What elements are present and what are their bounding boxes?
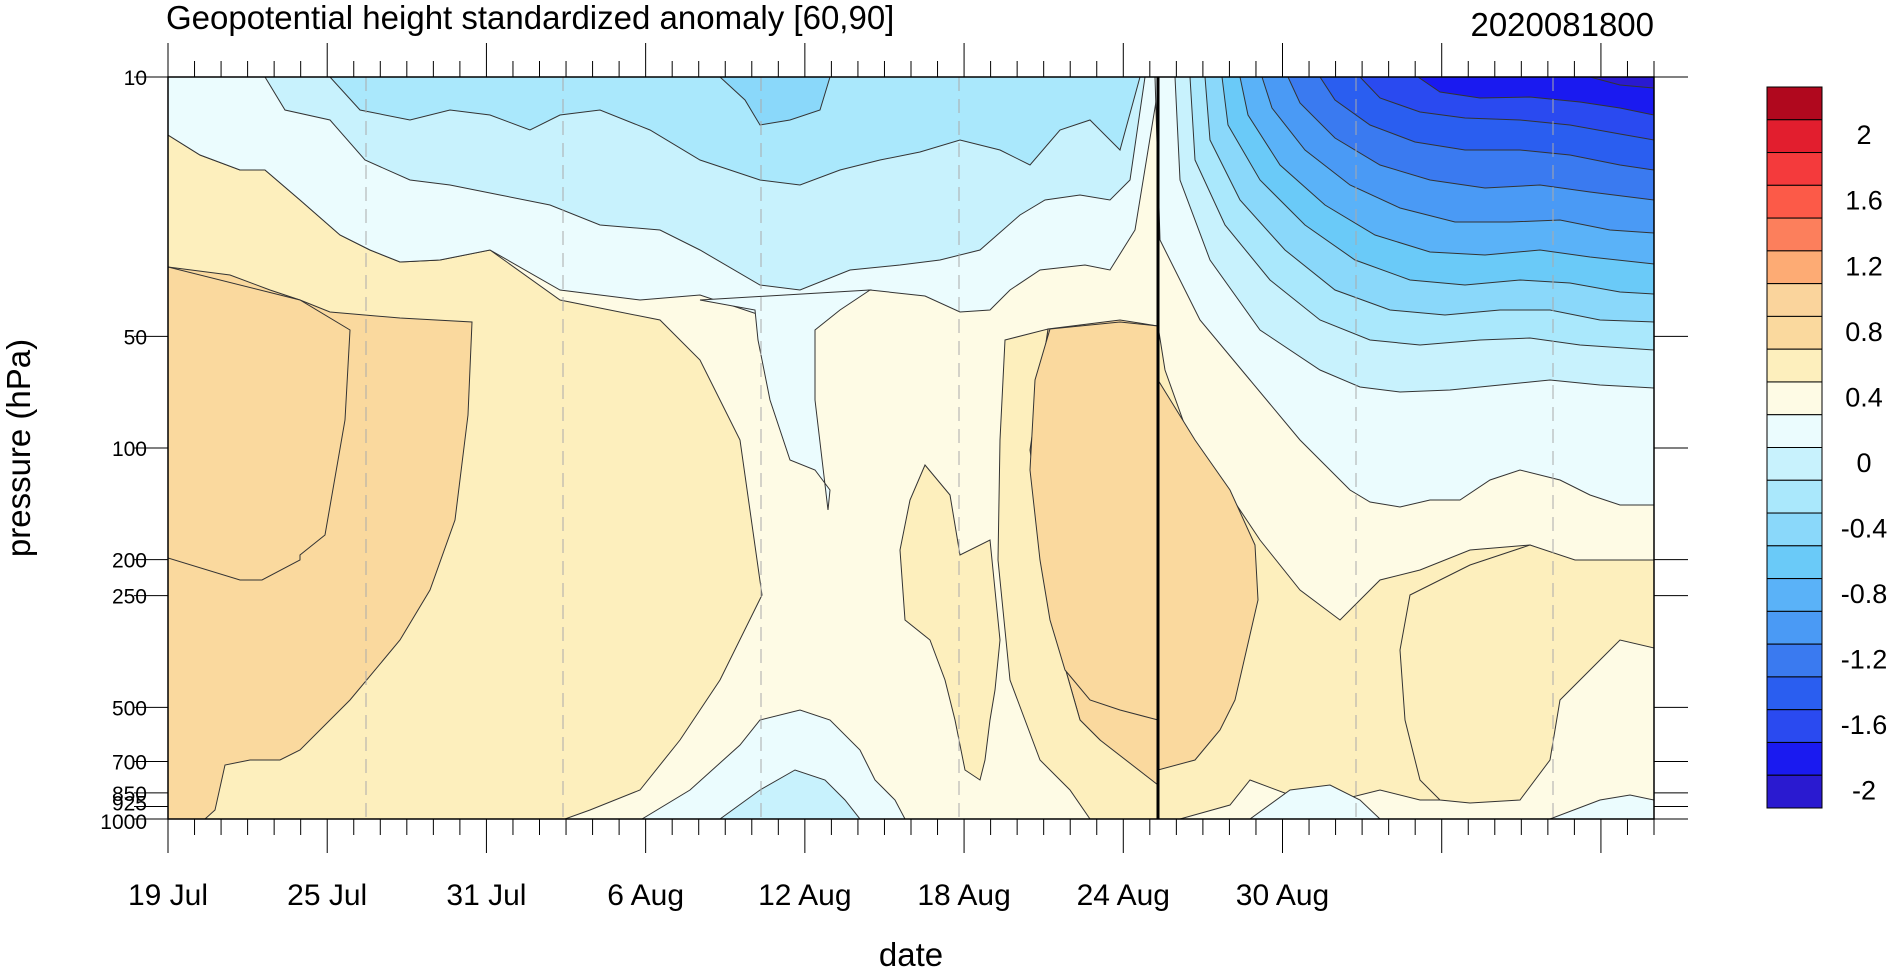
colorbar-swatch [1766,414,1823,448]
y-tick-label: 500 [112,697,147,720]
region-south-cool-4 [1549,794,1654,819]
colorbar-swatch [1766,184,1823,219]
y-tick-label: 100 [112,438,147,461]
colorbar: 2 1.6 1.2 0.8 0.4 0 -0.4 -0.8 -1.2 -1.6 -2 [1766,86,1888,809]
colorbar-label: 1.2 [1845,251,1883,281]
region-east-warm-3 [1399,544,1654,804]
region-aug-trough [699,289,872,511]
colorbar-swatch [1766,709,1823,743]
colorbar-label: 0.4 [1845,382,1883,412]
x-tick-label: 24 Aug [1077,879,1170,912]
colorbar-swatch [1766,512,1823,547]
colorbar-swatch [1766,283,1823,317]
colorbar-swatch [1766,643,1823,678]
x-tick-label: 31 Jul [446,879,526,912]
region-east-warm-2 [1157,378,1259,771]
colorbar-label: -0.4 [1841,513,1888,543]
y-tick-label: 250 [112,586,147,609]
colorbar-swatch [1766,676,1823,711]
colorbar-swatch [1766,774,1823,809]
colorbar-swatch [1766,348,1823,383]
colorbar-label: 1.6 [1845,186,1883,216]
x-tick-label: 6 Aug [607,879,684,912]
region-cool-east-12 [1589,77,1654,89]
colorbar-label: -0.8 [1841,579,1888,609]
region-south-cool [641,709,906,819]
colorbar-label: -2 [1852,776,1876,806]
grid-lines [365,77,1554,819]
colorbar-swatch [1766,578,1823,612]
x-axis-label: date [879,936,943,969]
colorbar-swatch [1766,315,1823,350]
y-tick-label: 700 [112,752,147,775]
colorbar-label: 0 [1856,448,1871,478]
region-cool-east-11 [1417,77,1654,116]
x-tick-label: 30 Aug [1236,879,1329,912]
colorbar-swatch [1766,610,1823,645]
x-tick-label: 19 Jul [128,879,208,912]
colorbar-swatch [1766,741,1823,776]
x-tick-label: 25 Jul [287,879,367,912]
region-cool-band-3 [719,77,831,126]
chart-title: Geopotential height standardized anomaly… [166,0,894,36]
colorbar-label: 2 [1856,120,1871,150]
y-tick-label: 850 [112,783,147,806]
colorbar-label: -1.6 [1841,710,1888,740]
y-tick-label: 925 [112,792,147,815]
colorbar-swatch [1766,119,1823,154]
colorbar-swatch [1766,250,1823,285]
colorbar-label: -1.2 [1841,645,1888,675]
colorbar-swatch [1766,217,1823,252]
y-axis-label: pressure (hPa) [0,339,37,557]
colorbar-swatch [1766,86,1823,121]
chart-date-label: 2020081800 [1470,6,1654,43]
x-tick-label: 12 Aug [758,879,851,912]
region-aug-warm-mid [899,464,1001,781]
colorbar-swatch [1766,447,1823,481]
y-tick-label: 50 [124,326,147,349]
colorbar-swatch [1766,381,1823,416]
contour-fill [168,77,1654,819]
colorbar-swatch [1766,152,1823,186]
colorbar-label: 0.8 [1845,317,1883,347]
region-south-cool-3 [1249,784,1381,819]
y-tick-label: 10 [124,67,147,90]
region-orange-west-mid [168,266,351,581]
colorbar-swatch [1766,479,1823,514]
x-tick-label: 18 Aug [917,879,1010,912]
x-axis: 19 Jul 25 Jul 31 Jul 6 Aug 12 Aug 18 Aug 24 Au… [128,43,1655,912]
colorbar-swatch [1766,545,1823,580]
region-cool-band-2 [329,77,1141,186]
region-south-cool-2 [719,769,861,819]
y-tick-label: 200 [112,550,147,573]
y-tick-label: 1000 [100,811,147,834]
